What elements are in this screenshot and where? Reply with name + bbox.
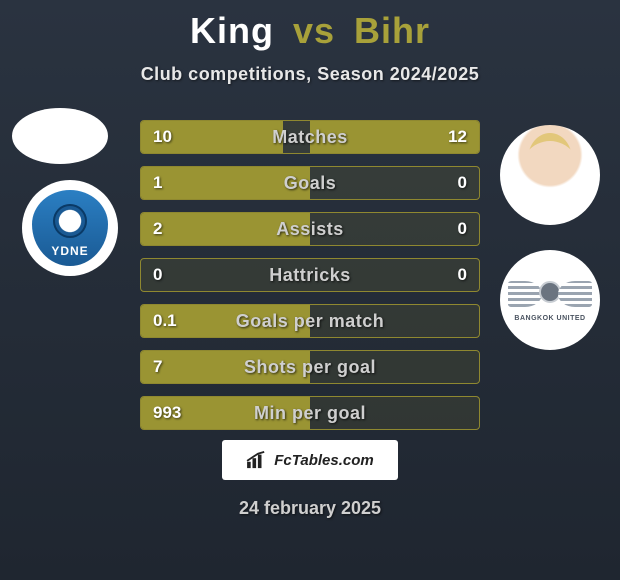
wings-icon [508, 279, 592, 313]
stat-value-right [455, 351, 479, 383]
stat-value-left: 2 [141, 213, 174, 245]
stat-row: Assists2 0 [140, 212, 480, 246]
stat-label: Shots per goal [141, 351, 479, 383]
player2-name: Bihr [354, 10, 430, 51]
stat-row: Shots per goal7 [140, 350, 480, 384]
club2-name: BANGKOK UNITED [508, 315, 592, 322]
date-text: 24 february 2025 [0, 498, 620, 519]
stat-label: Hattricks [141, 259, 479, 291]
stat-label: Goals [141, 167, 479, 199]
stat-value-left: 0.1 [141, 305, 189, 337]
stat-row: Goals1 0 [140, 166, 480, 200]
stat-value-left: 7 [141, 351, 174, 383]
stat-value-right [455, 397, 479, 429]
stat-value-left: 993 [141, 397, 193, 429]
stat-label: Matches [141, 121, 479, 153]
stat-row: Min per goal993 [140, 396, 480, 430]
subtitle: Club competitions, Season 2024/2025 [0, 64, 620, 85]
brand-chart-icon [246, 451, 268, 469]
stat-value-right [455, 305, 479, 337]
player1-name: King [190, 10, 274, 51]
stat-value-right: 0 [446, 259, 479, 291]
vs-text: vs [293, 10, 335, 51]
club2-emblem: BANGKOK UNITED [508, 279, 592, 322]
player2-head-icon [528, 133, 572, 185]
brand-badge[interactable]: FcTables.com [222, 440, 398, 480]
stat-value-right: 0 [446, 213, 479, 245]
player2-avatar [500, 125, 600, 225]
stat-value-left: 1 [141, 167, 174, 199]
stat-value-left: 0 [141, 259, 174, 291]
club1-code: YDNE [32, 244, 108, 258]
stat-label: Assists [141, 213, 479, 245]
stat-label: Goals per match [141, 305, 479, 337]
club1-name: YDNE [51, 244, 88, 258]
stat-value-right: 0 [446, 167, 479, 199]
stat-value-left: 10 [141, 121, 184, 153]
stat-value-right: 12 [436, 121, 479, 153]
stat-row: Matches10 12 [140, 120, 480, 154]
club1-shield: YDNE [32, 190, 108, 266]
comparison-title: King vs Bihr [0, 0, 620, 52]
stats-table: Matches1012Goals10Assists20Hattricks00Go… [140, 120, 480, 442]
player1-avatar [12, 108, 108, 164]
emblem-center-icon [539, 281, 561, 303]
stat-row: Hattricks0 0 [140, 258, 480, 292]
player2-club-badge: BANGKOK UNITED [500, 250, 600, 350]
player1-club-badge: YDNE [22, 180, 118, 276]
brand-text: FcTables.com [274, 452, 373, 469]
stat-row: Goals per match0.1 [140, 304, 480, 338]
